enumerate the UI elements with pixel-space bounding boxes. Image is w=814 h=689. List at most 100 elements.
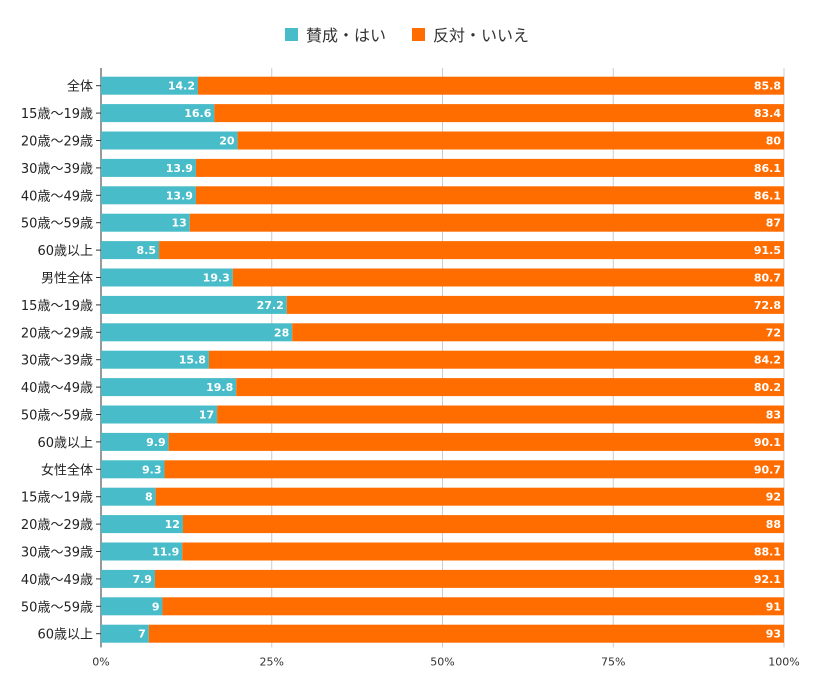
data-label-no: 83.4 (754, 107, 781, 120)
bar-segment-no (168, 432, 784, 451)
category-label: 50歳～59歳 (21, 409, 93, 424)
category-label: 15歳～19歳 (21, 299, 93, 314)
bar-segment-yes (101, 460, 165, 479)
category-label: 50歳～59歳 (21, 600, 93, 615)
x-tick-label: 50% (430, 655, 454, 668)
data-label-yes: 13.9 (166, 162, 193, 175)
legend-swatch-no (412, 27, 425, 41)
bar-segment-yes (101, 76, 198, 95)
category-label: 30歳～39歳 (21, 354, 93, 369)
data-label-no: 91 (766, 600, 781, 613)
category-label: 20歳～29歳 (21, 135, 93, 150)
bar-segment-no (214, 104, 785, 123)
category-label: 30歳～39歳 (21, 162, 93, 177)
x-tick-label: 0% (92, 655, 109, 668)
bar-segment-no (182, 542, 785, 561)
bar-segment-yes (101, 569, 155, 588)
bar-segment-no (195, 186, 784, 205)
data-label-no: 93 (766, 628, 781, 641)
category-label: 20歳～29歳 (21, 326, 93, 341)
data-label-no: 83 (766, 409, 781, 422)
bar-segment-yes (101, 624, 149, 643)
category-label: 60歳以上 (37, 244, 93, 259)
bar-segment-yes (101, 241, 160, 260)
data-label-yes: 11.9 (152, 546, 179, 559)
data-label-yes: 7.9 (132, 573, 152, 586)
data-label-no: 91.5 (754, 244, 781, 257)
bar-segment-no (217, 405, 785, 424)
data-label-yes: 12 (165, 518, 180, 531)
category-label: 30歳～39歳 (21, 546, 93, 561)
data-label-yes: 15.8 (179, 354, 206, 367)
data-label-yes: 27.2 (257, 299, 284, 312)
category-label: 全体 (67, 79, 93, 95)
bar-segment-no (148, 624, 784, 643)
legend-item-yes[interactable]: 賛成・はい (284, 22, 386, 46)
category-label: 40歳～49歳 (21, 189, 93, 204)
legend-label-yes: 賛成・はい (305, 26, 386, 45)
legend-item-no[interactable]: 反対・いいえ (412, 22, 529, 46)
data-label-yes: 7 (138, 628, 146, 641)
bar-segment-no (208, 350, 784, 369)
category-label: 60歳以上 (37, 436, 93, 451)
bar-segment-no (236, 378, 784, 397)
category-label: 15歳～19歳 (21, 491, 93, 506)
data-label-yes: 20 (219, 135, 235, 148)
bar-segment-yes (101, 268, 233, 287)
data-label-yes: 17 (199, 409, 214, 422)
bar-segment-yes (101, 487, 156, 506)
bar-segment-yes (101, 405, 218, 424)
bar-segment-yes (101, 515, 183, 534)
bar-segment-no (182, 515, 784, 534)
data-label-no: 87 (766, 217, 781, 230)
data-label-yes: 16.6 (184, 107, 211, 120)
data-label-no: 92 (766, 491, 781, 504)
bar-segment-yes (101, 131, 238, 150)
data-label-no: 88.1 (754, 546, 781, 559)
bar-segment-yes (101, 158, 196, 177)
bar-segment-no (292, 323, 784, 342)
bar-segment-yes (101, 213, 190, 232)
data-label-yes: 19.8 (206, 381, 233, 394)
data-label-no: 90.7 (754, 463, 781, 476)
bar-segment-no (159, 241, 784, 260)
bar-segment-yes (101, 186, 196, 205)
category-label: 40歳～49歳 (21, 381, 93, 396)
bar-segment-yes (101, 323, 293, 342)
data-label-no: 80 (766, 135, 782, 148)
data-label-no: 80.7 (754, 272, 781, 285)
data-label-yes: 9.3 (142, 463, 162, 476)
category-label: 女性全体 (41, 462, 93, 478)
bar-segment-no (197, 76, 785, 95)
data-label-yes: 19.3 (203, 272, 230, 285)
bar-segment-no (237, 131, 785, 150)
category-label: 男性全体 (41, 271, 93, 287)
bar-segment-yes (101, 432, 169, 451)
legend-label-no: 反対・いいえ (433, 26, 530, 45)
x-tick-label: 25% (260, 655, 284, 668)
category-label: 15歳～19歳 (21, 107, 93, 122)
bar-segment-yes (101, 378, 237, 397)
data-label-yes: 9.9 (146, 436, 166, 449)
bar-segment-no (232, 268, 785, 287)
x-tick-label: 100% (768, 655, 799, 668)
data-label-no: 80.2 (754, 381, 781, 394)
category-label: 40歳～49歳 (21, 573, 93, 588)
category-label: 60歳以上 (37, 628, 93, 643)
bar-segment-yes (101, 542, 183, 561)
bar-segment-yes (101, 597, 163, 616)
bar-segment-no (162, 597, 785, 616)
bar-segment-no (195, 158, 784, 177)
bar-segment-no (286, 295, 784, 314)
chart-legend: 賛成・はい 反対・いいえ (0, 22, 814, 46)
data-label-no: 85.8 (754, 80, 781, 93)
data-label-no: 90.1 (754, 436, 781, 449)
data-label-yes: 9 (152, 600, 160, 613)
data-label-no: 86.1 (754, 162, 781, 175)
data-label-no: 88 (766, 518, 781, 531)
data-label-yes: 28 (274, 326, 289, 339)
data-label-yes: 8.5 (137, 244, 157, 257)
legend-swatch-yes (284, 27, 298, 41)
data-label-yes: 14.2 (168, 80, 195, 93)
